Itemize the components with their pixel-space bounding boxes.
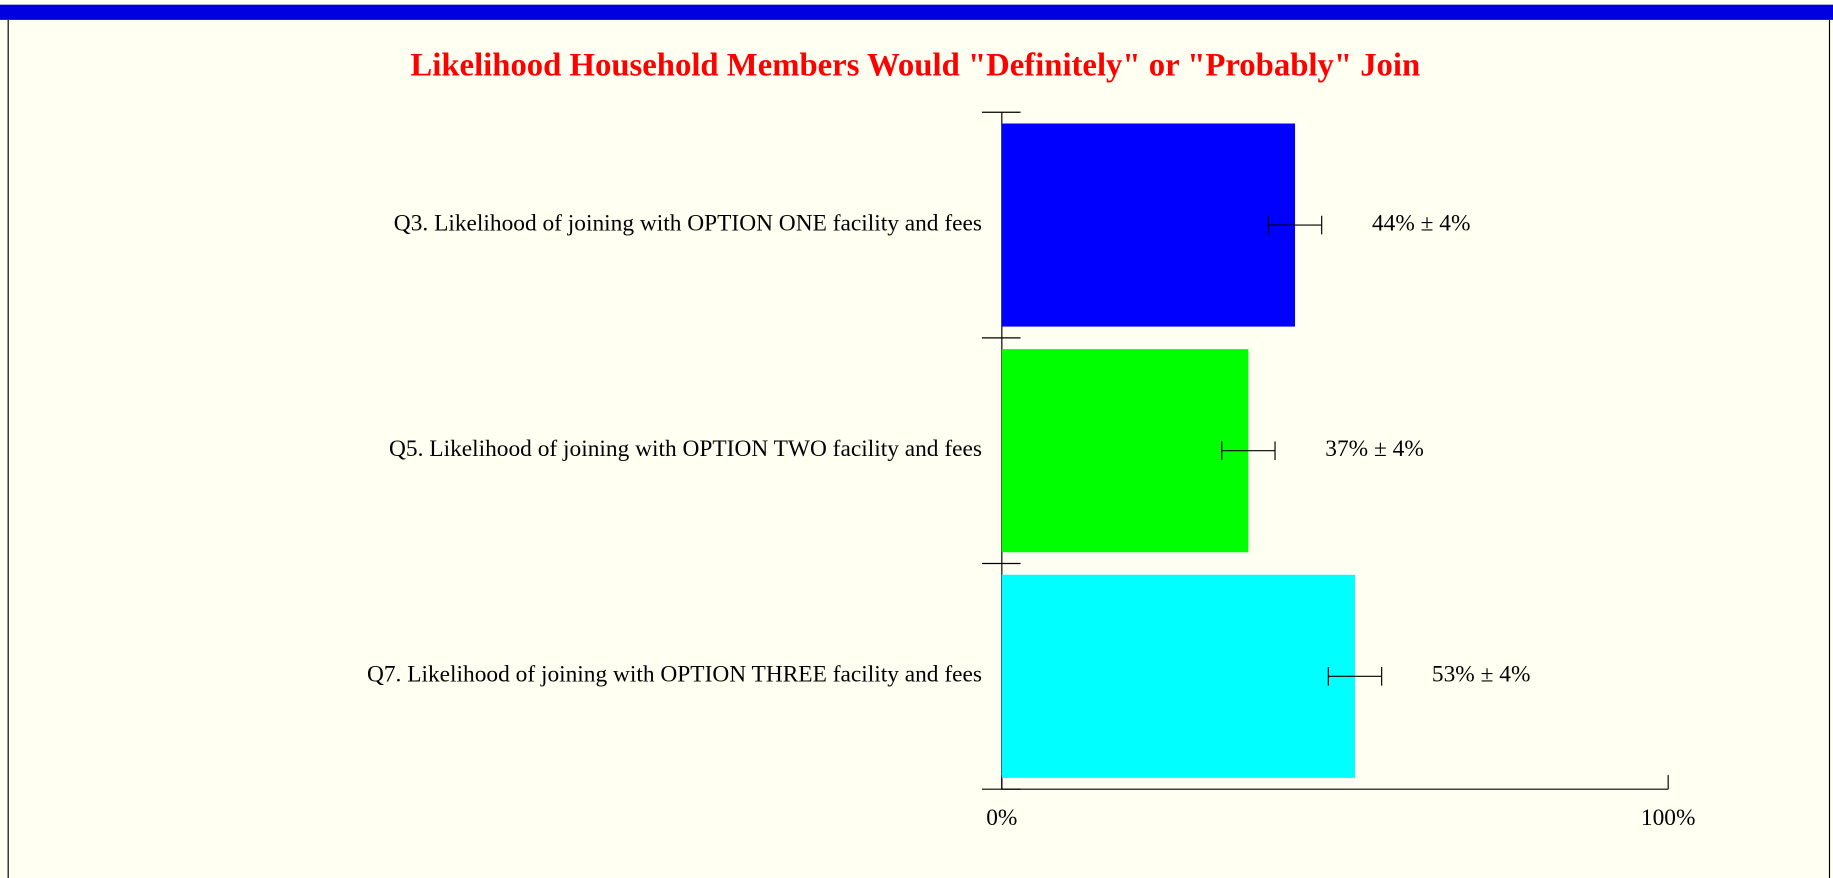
error-bar	[1267, 215, 1323, 235]
value-label: 44% ± 4%	[1372, 210, 1471, 236]
error-bar	[1221, 441, 1276, 461]
x-tick-label: 100%	[1641, 805, 1696, 831]
value-label: 37% ± 4%	[1325, 436, 1424, 462]
top-bar	[0, 4, 1833, 20]
x-tick-label: 0%	[986, 805, 1017, 831]
bar	[1001, 123, 1296, 327]
y-tick-label: Q5. Likelihood of joining with OPTION TW…	[389, 436, 982, 462]
bar	[1001, 349, 1249, 553]
y-tick-label: Q7. Likelihood of joining with OPTION TH…	[367, 662, 982, 688]
error-bar	[1327, 666, 1383, 686]
value-label: 53% ± 4%	[1432, 662, 1531, 688]
bar	[1001, 574, 1355, 778]
y-tick-label: Q3. Likelihood of joining with OPTION ON…	[394, 210, 982, 236]
chart-title: Likelihood Household Members Would "Defi…	[410, 47, 1420, 83]
